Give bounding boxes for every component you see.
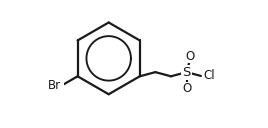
Text: Cl: Cl	[203, 70, 215, 82]
Text: O: O	[185, 50, 195, 63]
Text: O: O	[182, 82, 191, 95]
Text: S: S	[183, 66, 191, 79]
Text: Br: Br	[48, 79, 61, 92]
